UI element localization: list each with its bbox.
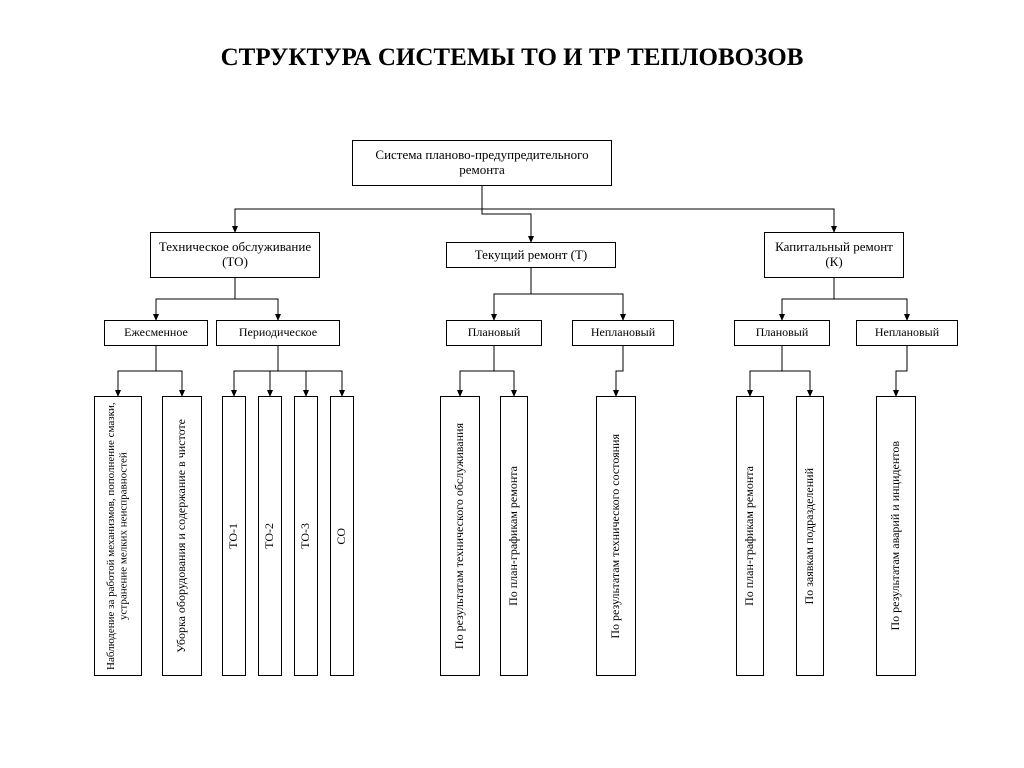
leaf-l10: По план-графикам ремонта	[736, 396, 764, 676]
node-k: Капитальный ремонт (К)	[764, 232, 904, 278]
node-kpl: Плановый	[734, 320, 830, 346]
node-tnp: Неплановый	[572, 320, 674, 346]
node-label: Система планово-предупредительного ремон…	[357, 148, 607, 178]
leaf-l3: ТО-1	[222, 396, 246, 676]
leaf-label: По результатам технического состояния	[609, 430, 623, 643]
leaf-label: Уборка оборудования и содержание в чисто…	[175, 415, 189, 657]
leaf-l2: Уборка оборудования и содержание в чисто…	[162, 396, 202, 676]
node-label: Техническое обслуживание (ТО)	[155, 240, 315, 270]
leaf-label: ТО-2	[263, 519, 277, 553]
leaf-l7: По результатам технического обслуживания	[440, 396, 480, 676]
diagram-canvas: СТРУКТУРА СИСТЕМЫ ТО И ТР ТЕПЛОВОЗОВ Сис…	[0, 0, 1024, 768]
leaf-label: ТО-1	[227, 519, 241, 553]
leaf-label: По результатам технического обслуживания	[453, 419, 467, 653]
node-label: Неплановый	[591, 326, 655, 340]
node-label: Неплановый	[875, 326, 939, 340]
node-label: Капитальный ремонт (К)	[769, 240, 899, 270]
node-root: Система планово-предупредительного ремон…	[352, 140, 612, 186]
node-to: Техническое обслуживание (ТО)	[150, 232, 320, 278]
leaf-l4: ТО-2	[258, 396, 282, 676]
node-label: Плановый	[756, 326, 809, 340]
node-ezh: Ежесменное	[104, 320, 208, 346]
leaf-l1: Наблюдение за работой механизмов, пополн…	[94, 396, 142, 676]
leaf-l9: По результатам технического состояния	[596, 396, 636, 676]
node-label: Текущий ремонт (Т)	[475, 248, 588, 263]
leaf-l5: ТО-3	[294, 396, 318, 676]
leaf-label: По план-графикам ремонта	[743, 462, 757, 610]
leaf-label: ТО-3	[299, 519, 313, 553]
leaf-l12: По результатам аварий и инцидентов	[876, 396, 916, 676]
leaf-label: По результатам аварий и инцидентов	[889, 437, 903, 635]
node-label: Ежесменное	[124, 326, 188, 340]
leaf-label: СО	[335, 524, 349, 549]
node-label: Периодическое	[239, 326, 317, 340]
leaf-l6: СО	[330, 396, 354, 676]
node-t: Текущий ремонт (Т)	[446, 242, 616, 268]
node-tpl: Плановый	[446, 320, 542, 346]
leaf-l8: По план-графикам ремонта	[500, 396, 528, 676]
leaf-label: Наблюдение за работой механизмов, пополн…	[105, 397, 130, 675]
leaf-label: По план-графикам ремонта	[507, 462, 521, 610]
leaf-l11: По заявкам подразделений	[796, 396, 824, 676]
page-title: СТРУКТУРА СИСТЕМЫ ТО И ТР ТЕПЛОВОЗОВ	[0, 44, 1024, 72]
node-label: Плановый	[468, 326, 521, 340]
node-knp: Неплановый	[856, 320, 958, 346]
leaf-label: По заявкам подразделений	[803, 464, 817, 609]
node-per: Периодическое	[216, 320, 340, 346]
